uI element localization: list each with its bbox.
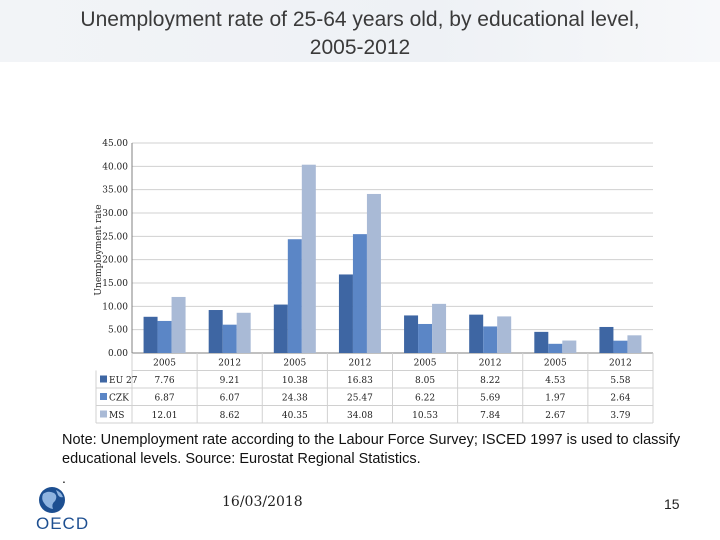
page-title: Unemployment rate of 25-64 years old, by… — [80, 8, 640, 59]
y-tick-label: 30.00 — [102, 209, 128, 219]
data-label: 6.22 — [415, 394, 435, 404]
bar — [432, 303, 447, 353]
legend-label: CZK — [109, 394, 129, 404]
bar — [338, 274, 353, 353]
data-label: 16.83 — [347, 376, 373, 386]
bar — [143, 316, 158, 353]
bar — [287, 239, 302, 353]
data-label: 8.05 — [415, 376, 435, 386]
footer-date: 16/03/2018 — [222, 494, 303, 510]
bar — [273, 304, 288, 353]
data-label: 6.07 — [220, 394, 240, 404]
bar — [301, 164, 316, 353]
x-tick-label: 2005 — [414, 359, 437, 369]
data-label: 40.35 — [282, 411, 308, 421]
bar — [222, 324, 237, 353]
page-number: 15 — [664, 496, 680, 512]
bar — [497, 316, 512, 353]
data-label: 2.67 — [545, 411, 565, 421]
data-label: 9.21 — [220, 376, 240, 386]
y-tick-label: 0.00 — [108, 349, 128, 359]
bar — [469, 314, 484, 353]
oecd-logo-text: OECD — [36, 514, 90, 533]
x-tick-label: 2005 — [544, 359, 567, 369]
bar — [627, 335, 642, 353]
y-tick-label: 15.00 — [102, 279, 128, 289]
data-label: 5.69 — [480, 394, 500, 404]
data-label: 6.87 — [155, 394, 175, 404]
footnote: Note: Unemployment rate according to the… — [62, 432, 681, 467]
bar — [483, 326, 498, 353]
y-tick-label: 10.00 — [102, 302, 128, 312]
bar — [157, 320, 172, 353]
bar — [404, 315, 419, 353]
data-label: 7.76 — [155, 376, 175, 386]
header-band — [0, 0, 720, 62]
bar — [208, 310, 223, 353]
data-label: 10.38 — [282, 376, 308, 386]
data-label: 5.58 — [610, 376, 630, 386]
bar — [562, 340, 577, 353]
x-tick-label: 2005 — [153, 359, 176, 369]
bar — [534, 331, 549, 353]
y-tick-label: 5.00 — [108, 326, 128, 336]
x-tick-label: 2012 — [479, 359, 502, 369]
y-tick-label: 20.00 — [102, 256, 128, 266]
bar — [352, 234, 367, 353]
data-label: 8.62 — [220, 411, 240, 421]
x-tick-label: 2012 — [609, 359, 632, 369]
data-label: 3.79 — [610, 411, 630, 421]
x-tick-label: 2005 — [283, 359, 306, 369]
bar — [548, 343, 563, 353]
data-label: 8.22 — [480, 376, 500, 386]
legend-swatch — [100, 375, 107, 383]
data-label: 1.97 — [545, 394, 565, 404]
oecd-globe-icon — [39, 487, 65, 513]
bar — [366, 193, 381, 353]
bar — [171, 296, 186, 353]
footnote-dot: . — [62, 470, 66, 486]
data-label: 10.53 — [412, 411, 438, 421]
data-label: 7.84 — [480, 411, 500, 421]
legend-swatch — [100, 410, 107, 418]
data-label: 25.47 — [347, 394, 373, 404]
legend-swatch — [100, 393, 107, 400]
bar — [418, 323, 433, 353]
data-label: 4.53 — [545, 376, 565, 386]
legend-label: MS — [109, 411, 124, 421]
y-axis-label: Unemployment rate — [94, 204, 104, 295]
y-tick-label: 45.00 — [102, 139, 128, 149]
y-tick-label: 35.00 — [102, 186, 128, 196]
y-tick-label: 40.00 — [102, 162, 128, 172]
data-label: 34.08 — [347, 411, 373, 421]
data-label: 2.64 — [610, 394, 630, 404]
x-tick-label: 2012 — [218, 359, 241, 369]
legend-label: EU 27 — [109, 376, 138, 386]
bar — [236, 312, 251, 353]
bar — [599, 326, 614, 353]
bar — [613, 340, 628, 353]
bar-chart: 0.00 5.00 10.00 15.00 20.00 25.00 30.00 35.00 40… — [94, 139, 654, 424]
data-label: 12.01 — [152, 411, 178, 421]
x-tick-label: 2012 — [348, 359, 371, 369]
y-tick-label: 25.00 — [102, 232, 128, 242]
data-label: 24.38 — [282, 394, 308, 404]
